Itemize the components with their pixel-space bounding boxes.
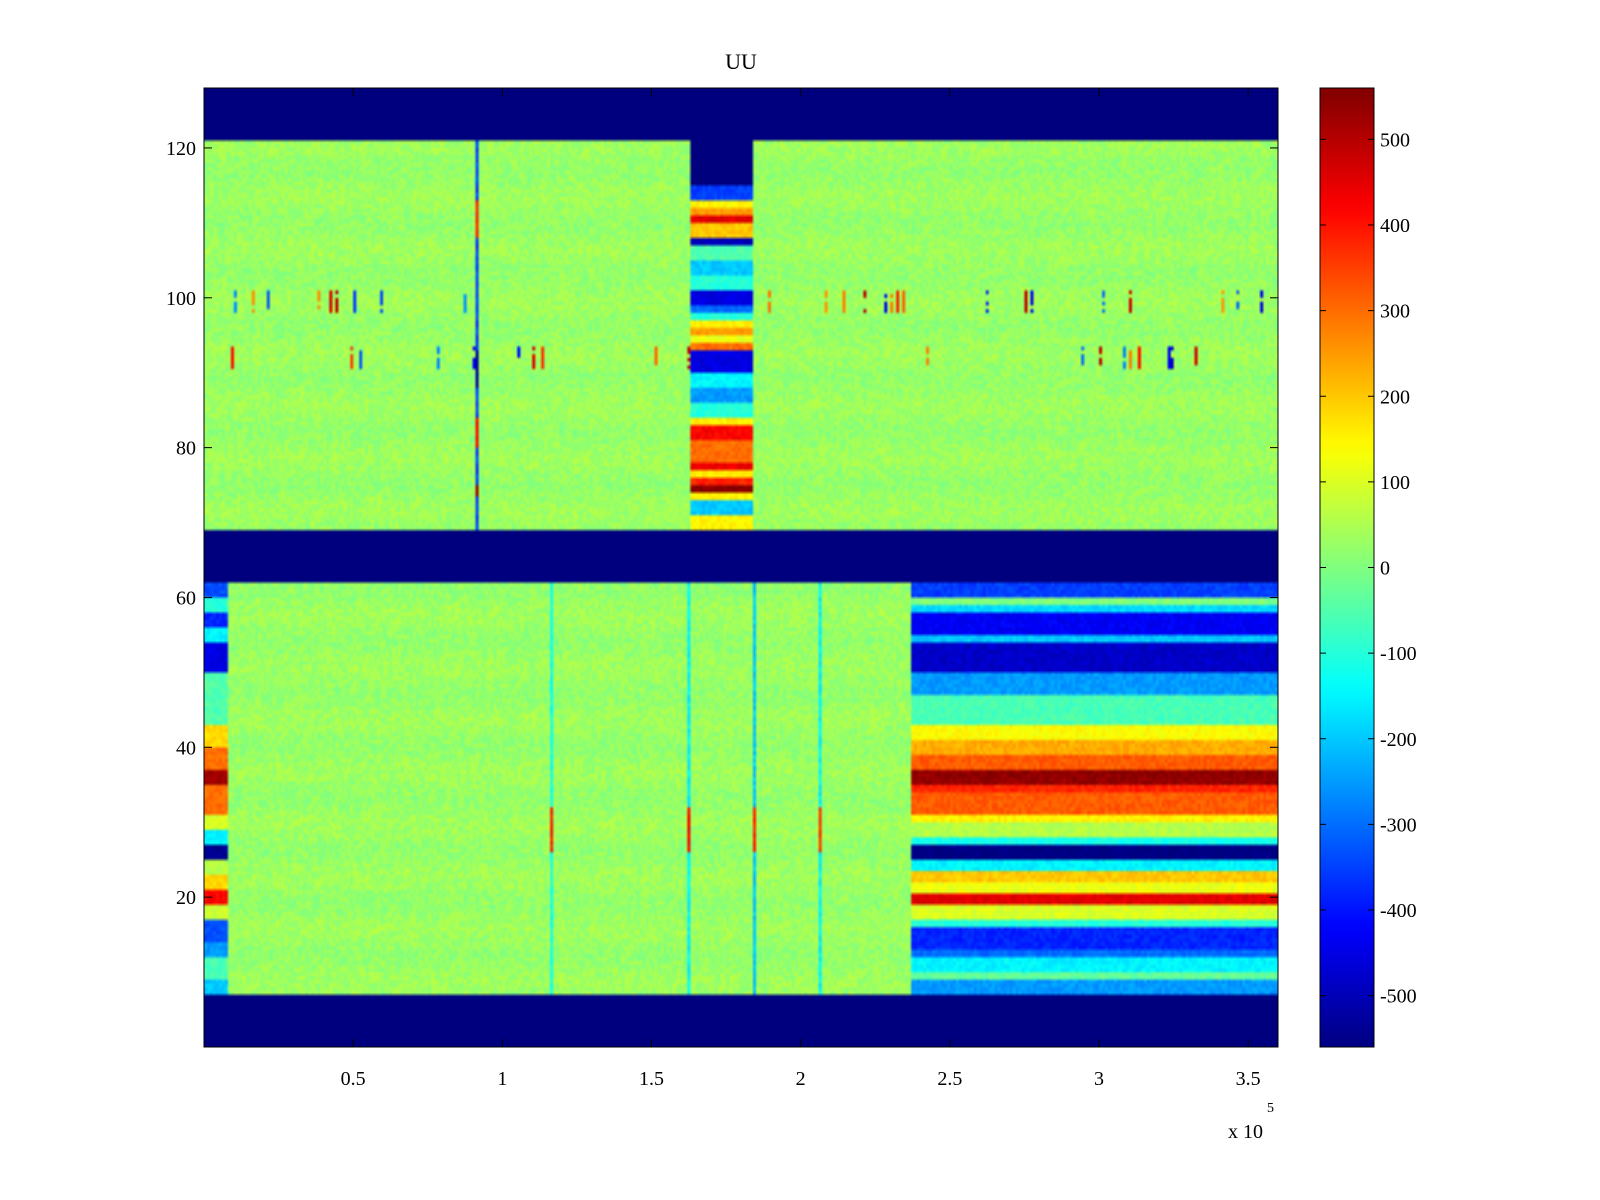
x-tick-label: 1 — [497, 1068, 507, 1090]
colorbar-tick-label: -400 — [1380, 900, 1417, 922]
colorbar-tick-label: -100 — [1380, 643, 1417, 665]
colorbar-tick-label: 500 — [1380, 129, 1410, 151]
colorbar-tick-label: 200 — [1380, 386, 1410, 408]
plot-frame — [203, 87, 1279, 1048]
y-axis: 20 40 60 80 100 120 — [166, 138, 1278, 909]
chart-title: UU — [725, 49, 757, 74]
x-tick-label: 0.5 — [341, 1068, 366, 1090]
x-tick-label: 2.5 — [937, 1068, 962, 1090]
colorbar-ticks: 500 400 300 200 100 0 -100 -200 -300 -400 -500 — [1320, 129, 1417, 1008]
y-tick-label: 20 — [176, 887, 196, 909]
y-tick-label: 40 — [176, 737, 196, 759]
x-tick-label: 3.5 — [1236, 1068, 1261, 1090]
x-multiplier-exponent: 5 — [1267, 1101, 1274, 1116]
colorbar-tick-label: 0 — [1380, 558, 1390, 580]
colorbar-tick-label: -200 — [1380, 729, 1417, 751]
colorbar-tick-label: 400 — [1380, 215, 1410, 237]
colorbar: 500 400 300 200 100 0 -100 -200 -300 -400 -500 — [1319, 87, 1417, 1048]
colorbar-tick-label: -300 — [1380, 814, 1417, 836]
colorbar-gradient — [1320, 88, 1374, 1047]
x-axis-multiplier: x 10 5 — [1228, 1101, 1274, 1143]
x-multiplier-label: x 10 — [1228, 1121, 1263, 1143]
x-tick-label: 2 — [796, 1068, 806, 1090]
colorbar-tick-label: -500 — [1380, 986, 1417, 1008]
heatmap-image — [204, 88, 1278, 1047]
y-tick-label: 80 — [176, 438, 196, 460]
y-tick-label: 120 — [166, 138, 196, 160]
y-tick-label: 100 — [166, 288, 196, 310]
y-tick-label: 60 — [176, 587, 196, 609]
plot-area: 0.5 1 1.5 2 2.5 3 3.5 20 40 60 80 100 120 — [166, 87, 1279, 1090]
x-tick-label: 3 — [1094, 1068, 1104, 1090]
x-axis: 0.5 1 1.5 2 2.5 3 3.5 — [341, 88, 1261, 1090]
x-tick-label: 1.5 — [639, 1068, 664, 1090]
colorbar-tick-label: 100 — [1380, 472, 1410, 494]
colorbar-tick-label: 300 — [1380, 301, 1410, 323]
